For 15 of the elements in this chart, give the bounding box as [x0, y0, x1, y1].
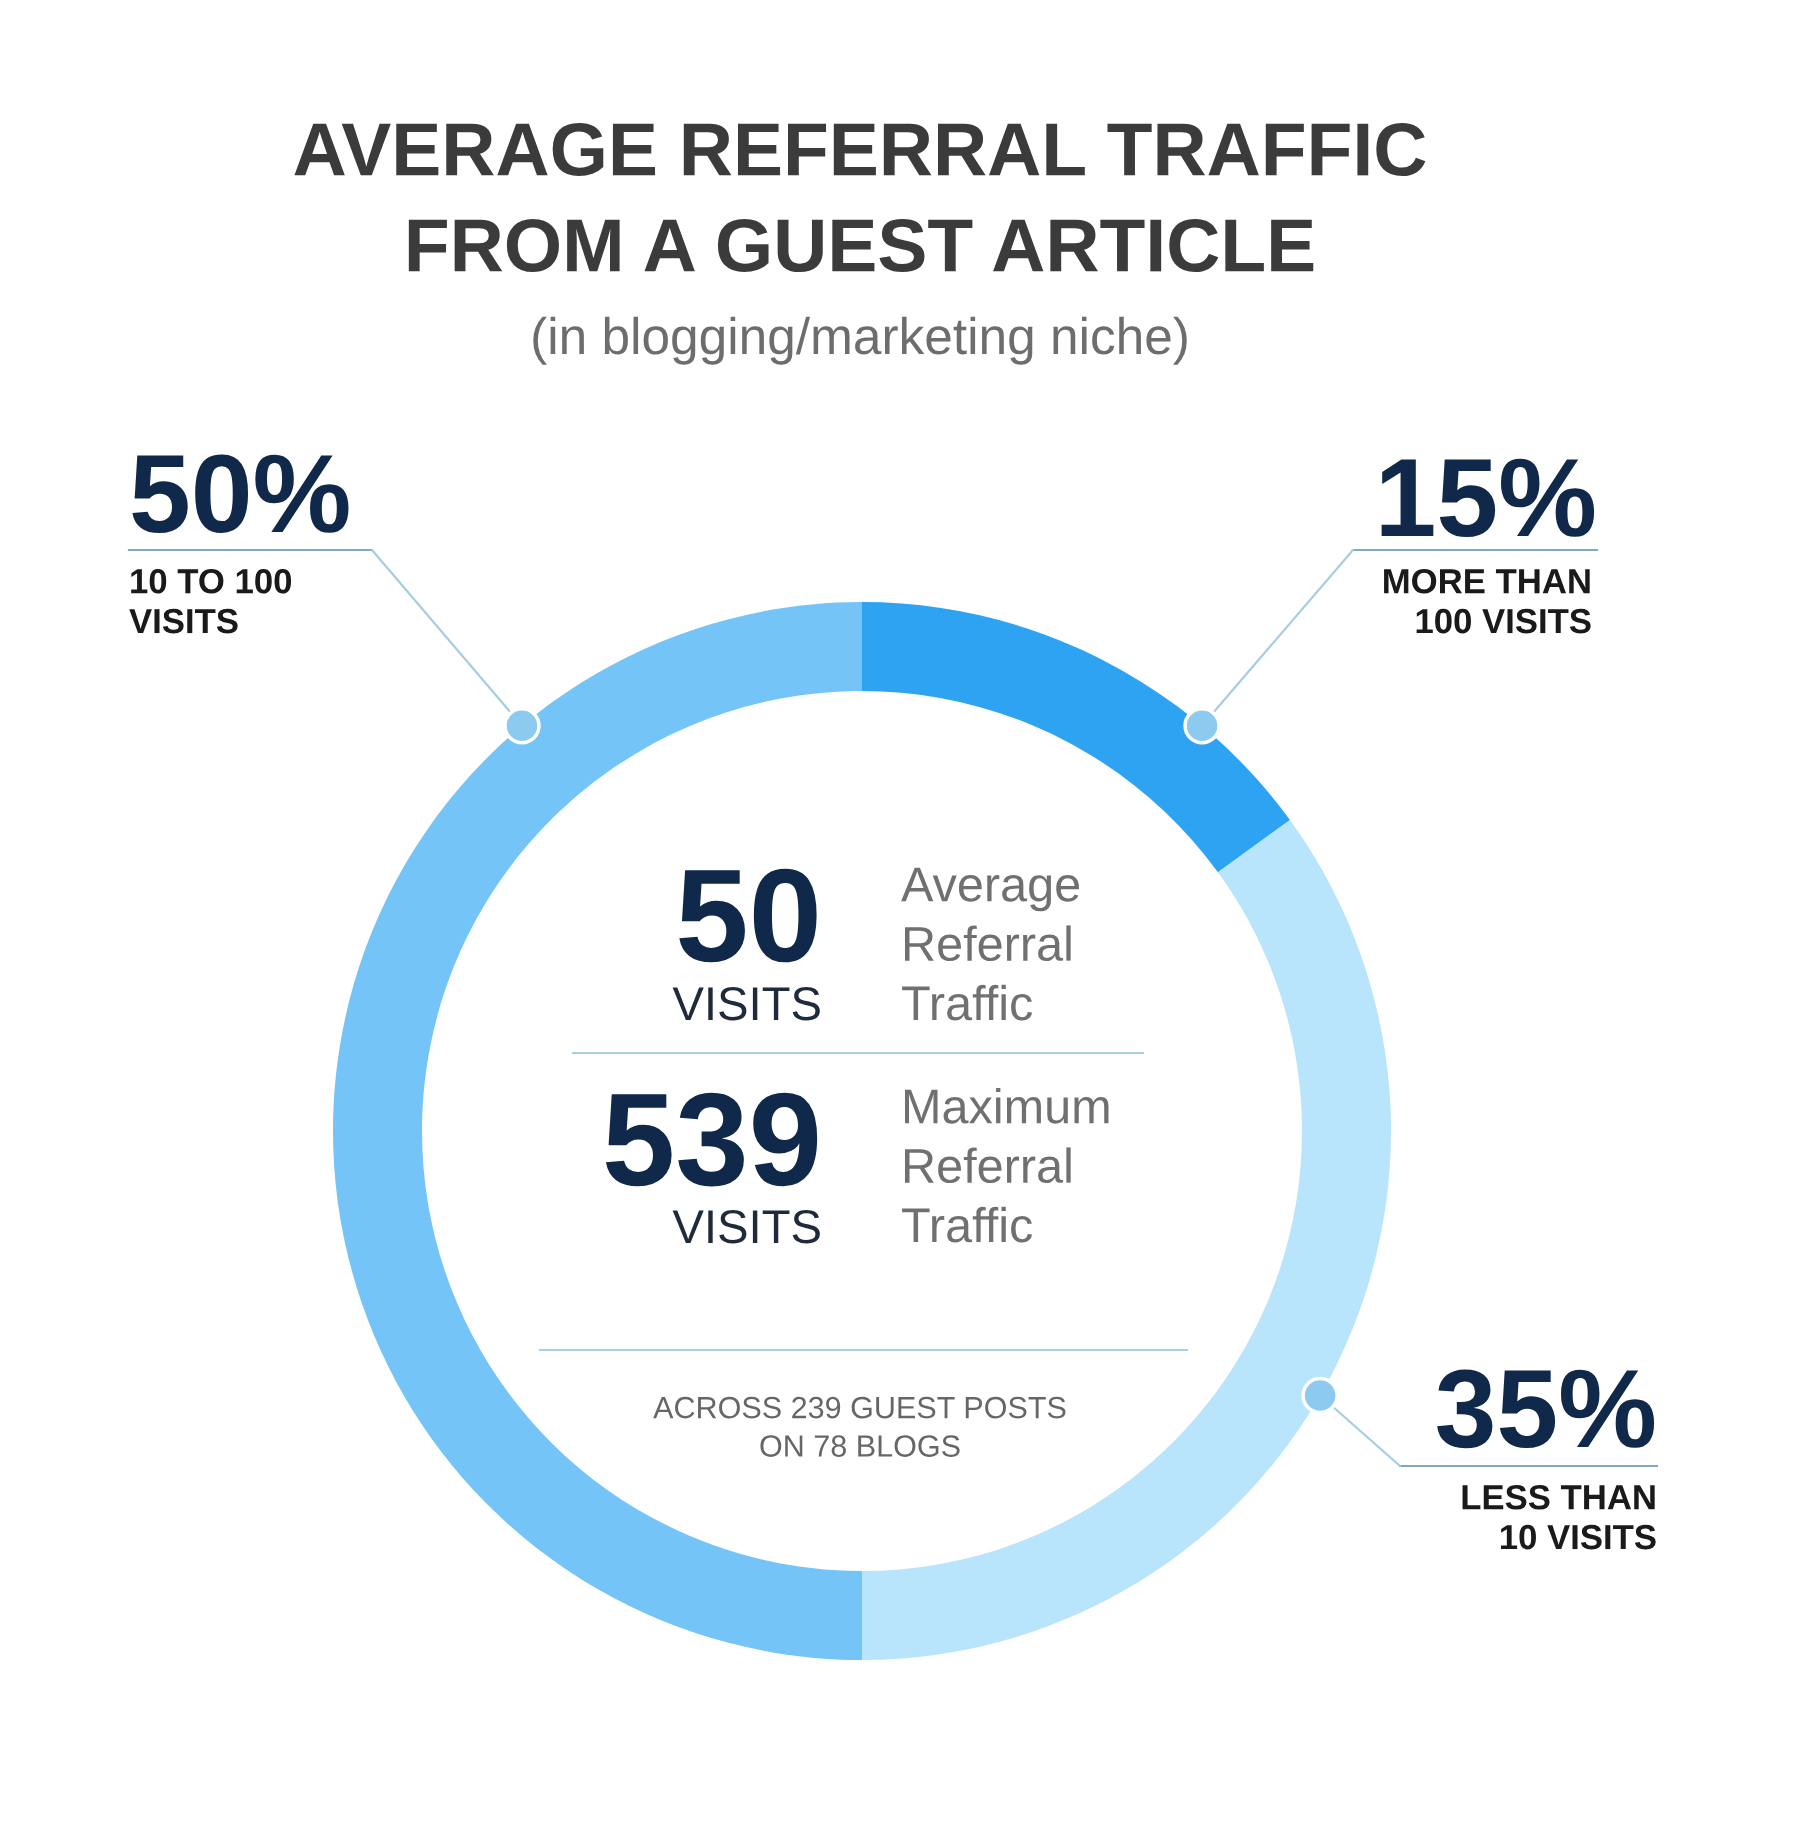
data-label: 50% [132, 454, 349, 534]
text: Average Referral Traffic [901, 867, 1080, 1021]
slice-label: MORE THAN 100 VISITS [1384, 568, 1591, 634]
text: 50 [679, 868, 817, 963]
data-label: 35% [1437, 1369, 1655, 1449]
chart-subtitle: (in blogging/marketing niche) [533, 316, 1187, 365]
text: 539 [605, 1092, 818, 1187]
slice-label: 10 TO 100 VISITS [129, 568, 292, 634]
chart-title: AVERAGE REFERRAL TRAFFIC FROM A GUEST ARTICLE [294, 122, 1426, 273]
text: Maximum Referral Traffic [902, 1088, 1109, 1243]
slice-label: LESS THAN 10 VISITS [1462, 1484, 1656, 1550]
text: ACROSS 239 GUEST POSTS ON 78 BLOGS [653, 1396, 1066, 1457]
text: VISITS [672, 987, 820, 1021]
text: VISITS [672, 1210, 820, 1244]
data-label: 15% [1381, 458, 1595, 538]
